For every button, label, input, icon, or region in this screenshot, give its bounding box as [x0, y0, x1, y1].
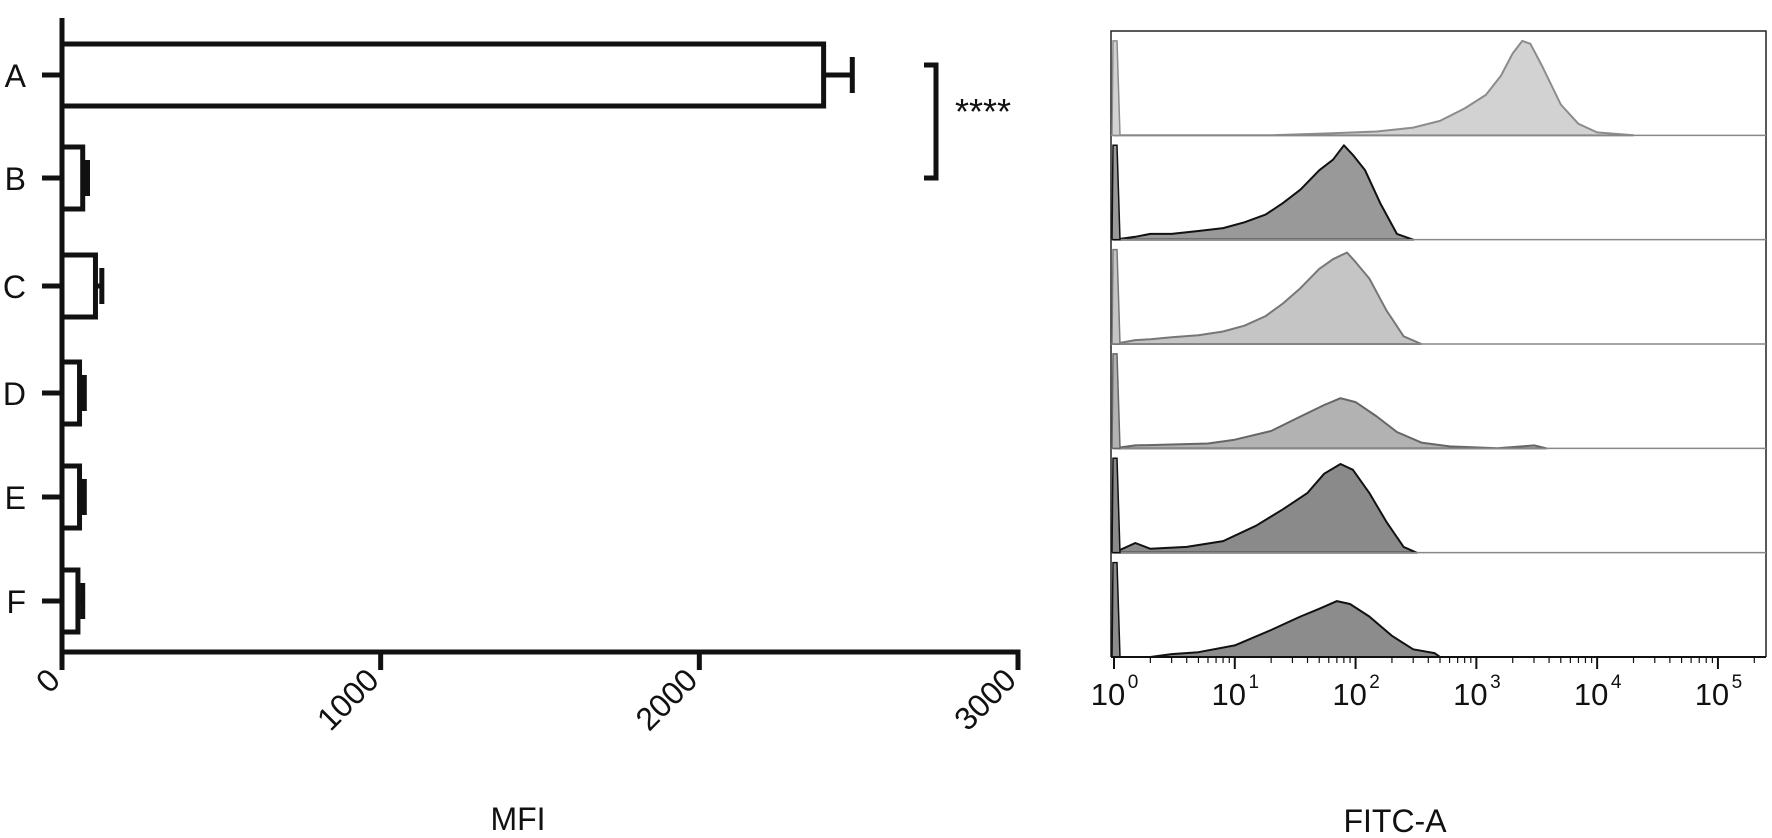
bar-f [59, 567, 81, 635]
fitc-tick-label-5: 10 [1695, 677, 1729, 712]
bar-d [59, 359, 83, 427]
category-label-f: F [6, 584, 26, 620]
histogram-6 [1113, 600, 1441, 658]
spike-2 [1111, 144, 1121, 241]
fitc-tick-label-3: 10 [1453, 677, 1487, 712]
fitc-tick-exponent-3: 3 [1490, 672, 1501, 693]
x-tick-label-3: 3000 [947, 661, 1023, 737]
x-tick-label-1: 1000 [310, 661, 386, 737]
fitc-axis-title: FITC-A [1343, 803, 1447, 838]
x-tick-label-2: 2000 [628, 661, 704, 737]
x-axis-title: MFI [490, 801, 545, 837]
histogram-5 [1113, 463, 1418, 554]
category-label-e: E [5, 480, 26, 516]
significance-bracket [924, 62, 939, 181]
category-label-a: A [5, 58, 27, 94]
bar-e [59, 463, 83, 531]
fitc-tick-exponent-5: 5 [1732, 672, 1743, 693]
fitc-tick-exponent-1: 1 [1248, 672, 1259, 693]
spike-1 [1111, 40, 1121, 137]
histogram-3 [1113, 251, 1423, 345]
histogram-2 [1113, 144, 1415, 241]
fitc-tick-exponent-0: 0 [1128, 672, 1139, 693]
fitc-tick-label-2: 10 [1332, 677, 1366, 712]
spike-3 [1111, 248, 1121, 345]
spike-6 [1111, 561, 1121, 658]
bar-a [59, 41, 827, 109]
histogram-4 [1113, 397, 1548, 450]
spike-5 [1111, 457, 1121, 554]
significance-label: **** [955, 91, 1011, 132]
fitc-tick-label-0: 10 [1091, 677, 1125, 712]
bar-c [59, 252, 98, 320]
spike-4 [1111, 353, 1121, 450]
fitc-tick-label-4: 10 [1574, 677, 1608, 712]
fitc-tick-exponent-4: 4 [1611, 672, 1622, 693]
category-label-b: B [5, 161, 26, 197]
category-label-c: C [3, 269, 26, 305]
bar-b [59, 144, 86, 212]
category-label-d: D [3, 376, 26, 412]
histogram-1 [1113, 39, 1635, 137]
fitc-tick-exponent-2: 2 [1369, 672, 1380, 693]
fitc-tick-label-1: 10 [1212, 677, 1246, 712]
